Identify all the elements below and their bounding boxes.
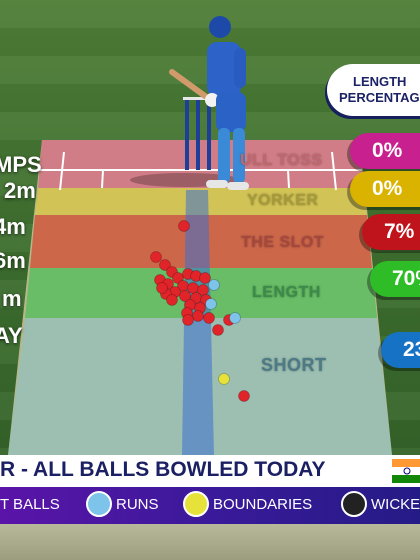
zone-label-length: LENGTH xyxy=(252,284,321,301)
legend-label-boundaries: BOUNDARIES xyxy=(213,496,313,513)
length-header-line-2: PERCENTAGE xyxy=(339,90,420,105)
ball-marker xyxy=(182,314,194,326)
boundaries-ball-icon xyxy=(183,491,209,517)
speed-label-2: 4m xyxy=(0,214,26,239)
ball-markers xyxy=(150,220,250,402)
ball-marker xyxy=(218,373,230,385)
ball-marker xyxy=(208,279,220,291)
return-crease-left xyxy=(59,151,65,191)
ball-marker xyxy=(166,294,178,306)
ball-marker xyxy=(229,312,241,324)
return-crease-right xyxy=(331,151,337,191)
india-flag-icon xyxy=(392,459,420,483)
zone-label-slot: THE SLOT xyxy=(241,234,325,251)
ball-marker xyxy=(205,298,217,310)
zone-full-toss xyxy=(38,140,364,188)
legend-label-runs: RUNS xyxy=(116,496,159,513)
zone-label-short: SHORT xyxy=(261,355,327,375)
ball-marker xyxy=(150,251,162,263)
pct-length: 70% xyxy=(370,261,420,297)
stump-line-strip xyxy=(182,190,214,455)
legend-label-wickets: WICKE xyxy=(371,496,420,513)
ball-marker xyxy=(172,272,184,284)
near-pitch-strip xyxy=(0,524,420,560)
ball-marker xyxy=(179,290,191,302)
zone-label-full-toss: ULL TOSS xyxy=(240,152,323,169)
length-percentage-header: LENGTH PERCENTAGE xyxy=(327,64,420,116)
pct-full-toss: 0% xyxy=(350,133,420,169)
ball-marker xyxy=(212,324,224,336)
zone-label-yorker: YORKER xyxy=(247,192,319,209)
stumps xyxy=(183,97,213,170)
runs-ball-icon xyxy=(86,491,112,517)
ball-marker xyxy=(178,220,190,232)
speed-label-0: MPS xyxy=(0,152,42,177)
ball-marker xyxy=(159,259,171,271)
ball-marker xyxy=(156,282,168,294)
title-banner xyxy=(0,455,420,487)
speed-label-3: 6m xyxy=(0,248,26,273)
legend-label-balls: T BALLS xyxy=(0,496,60,513)
banner-title: R - ALL BALLS BOWLED TODAY xyxy=(0,458,326,481)
pct-slot: 7% xyxy=(362,214,420,250)
wickets-ball-icon xyxy=(341,491,367,517)
ball-marker xyxy=(199,272,211,284)
ball-marker xyxy=(192,310,204,322)
ball-marker xyxy=(203,312,215,324)
crease-mark-left xyxy=(101,169,104,189)
pct-short: 23 xyxy=(381,332,420,368)
speed-label-5: AY xyxy=(0,323,23,348)
pct-yorker: 0% xyxy=(350,171,420,207)
crease-mark-right xyxy=(287,169,290,189)
speed-label-1: 2m xyxy=(4,178,36,203)
speed-label-4: m xyxy=(2,286,22,311)
length-header-line-1: LENGTH xyxy=(353,74,407,89)
batter-figure xyxy=(169,16,249,190)
ball-marker xyxy=(238,390,250,402)
